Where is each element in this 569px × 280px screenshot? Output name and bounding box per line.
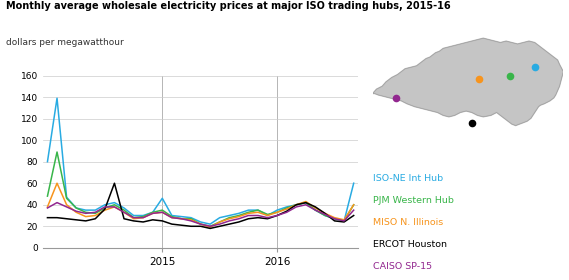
Text: dollars per megawatthour: dollars per megawatthour <box>6 38 123 47</box>
Text: ISO-NE Int Hub: ISO-NE Int Hub <box>373 174 443 183</box>
Text: PJM Western Hub: PJM Western Hub <box>373 196 453 205</box>
Text: Monthly average wholesale electricity prices at major ISO trading hubs, 2015-16: Monthly average wholesale electricity pr… <box>6 1 450 11</box>
Text: CAISO SP-15: CAISO SP-15 <box>373 262 432 271</box>
Polygon shape <box>373 38 563 125</box>
Text: MISO N. Illinois: MISO N. Illinois <box>373 218 443 227</box>
Text: ERCOT Houston: ERCOT Houston <box>373 240 447 249</box>
